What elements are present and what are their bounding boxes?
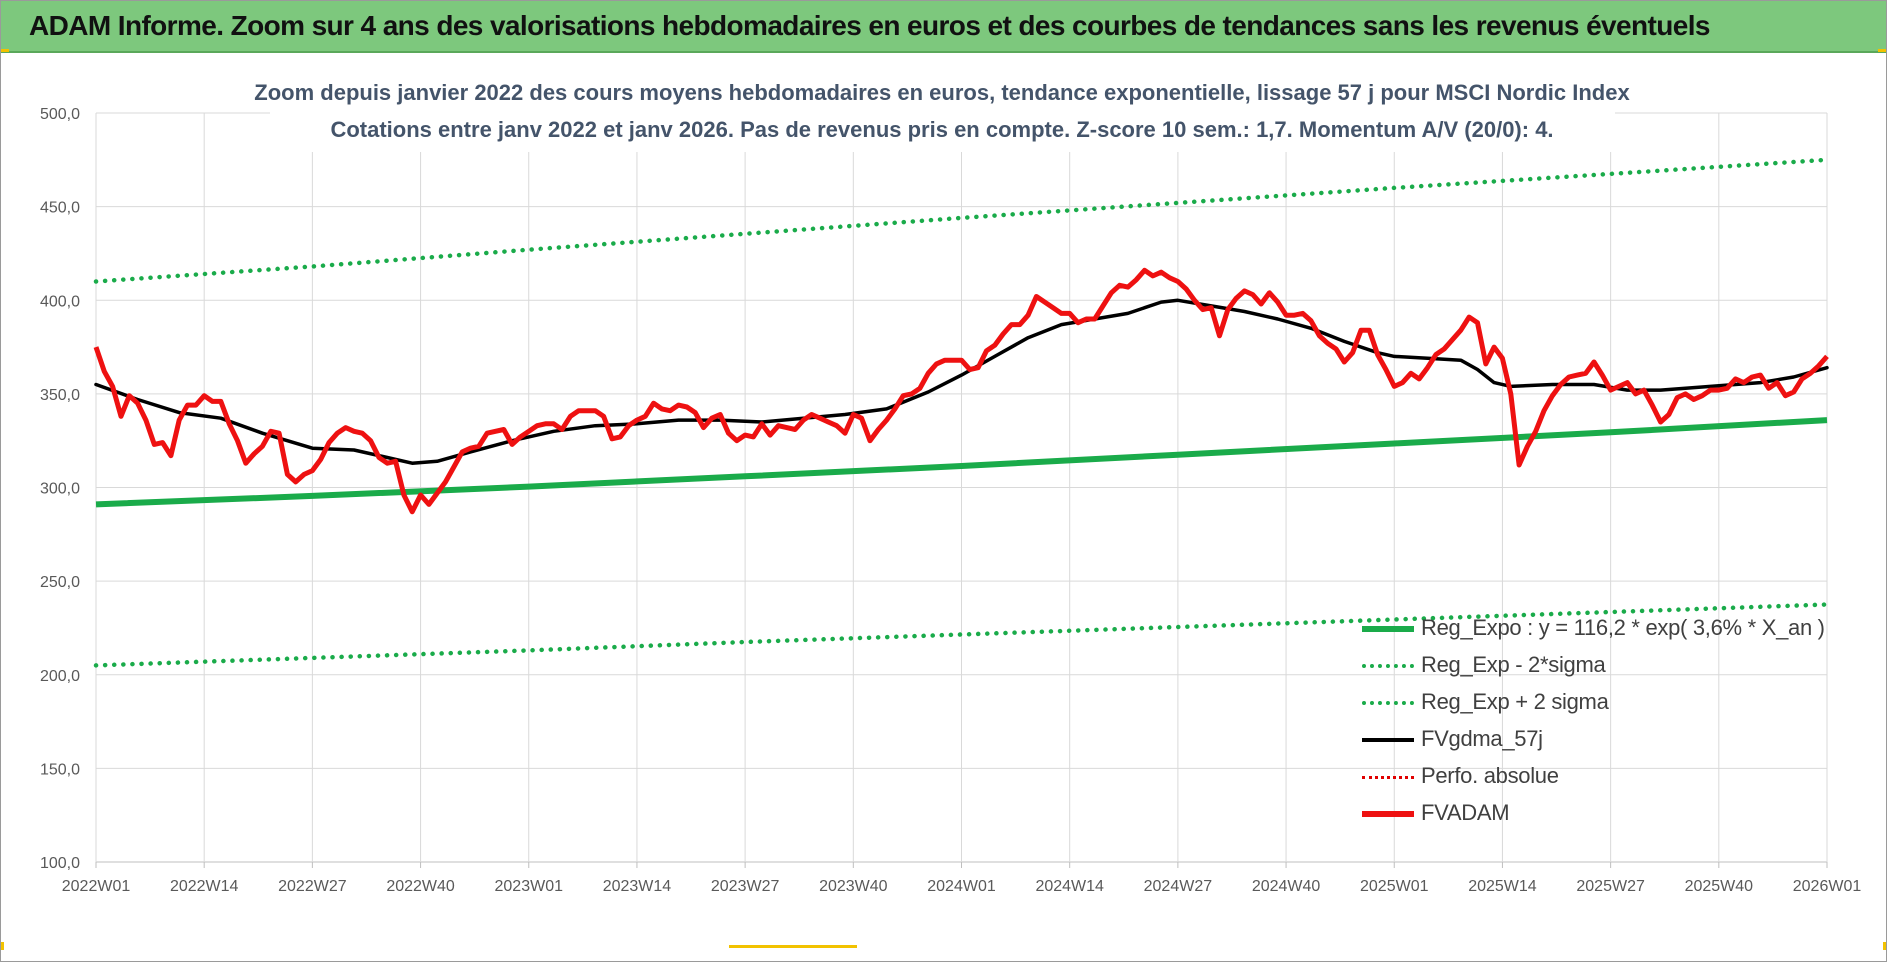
legend-swatch-reg-exp-minus [1362, 664, 1414, 668]
legend-item-fvgdma: FVgdma_57j [1362, 724, 1862, 761]
y-tick-label: 150,0 [40, 761, 80, 778]
x-axis-ticks: 2022W01 2022W14 2022W27 2022W40 2023W01 2023W… [62, 862, 1862, 895]
chart-title-line1: Zoom depuis janvier 2022 des cours moyen… [254, 80, 1630, 105]
x-tick-label: 2026W01 [1793, 878, 1862, 895]
y-tick-label: 450,0 [40, 200, 80, 217]
x-tick-label: 2025W27 [1576, 878, 1645, 895]
selection-handle-bottom [729, 945, 857, 948]
title-background [270, 72, 1615, 152]
legend-swatch-fvadam [1362, 811, 1414, 817]
legend: Reg_Expo : y = 116,2 * exp( 3,6% * X_an … [1362, 613, 1862, 835]
y-tick-label: 350,0 [40, 387, 80, 404]
x-tick-label: 2025W14 [1468, 878, 1537, 895]
legend-item-perfo: Perfo. absolue [1362, 761, 1862, 798]
line-chart: 100,0 150,0 200,0 250,0 300,0 350,0 400,0 450,0… [40, 72, 1862, 895]
y-tick-label: 200,0 [40, 668, 80, 685]
legend-item-reg-expo: Reg_Expo : y = 116,2 * exp( 3,6% * X_an … [1362, 613, 1862, 650]
legend-label-fvgdma: FVgdma_57j [1421, 726, 1543, 751]
x-tick-label: 2022W40 [386, 878, 455, 895]
legend-label-reg-exp-plus: Reg_Exp + 2 sigma [1421, 689, 1609, 714]
x-tick-label: 2023W40 [819, 878, 888, 895]
corner-mark-bottom-right [1883, 942, 1886, 950]
banner-title: ADAM Informe. Zoom sur 4 ans des valoris… [29, 10, 1710, 41]
legend-swatch-fvgdma [1362, 738, 1414, 742]
y-tick-label: 300,0 [40, 481, 80, 498]
x-tick-label: 2022W27 [278, 878, 347, 895]
banner: ADAM Informe. Zoom sur 4 ans des valoris… [1, 1, 1886, 53]
y-tick-label: 400,0 [40, 293, 80, 310]
legend-swatch-reg-exp-plus [1362, 701, 1414, 705]
x-tick-label: 2025W01 [1360, 878, 1429, 895]
x-tick-label: 2023W14 [603, 878, 672, 895]
legend-swatch-reg-expo [1362, 626, 1414, 632]
y-axis-ticks: 100,0 150,0 200,0 250,0 300,0 350,0 400,0 450,0… [40, 106, 80, 872]
legend-label-reg-expo: Reg_Expo : y = 116,2 * exp( 3,6% * X_an … [1421, 615, 1825, 640]
legend-label-reg-exp-minus: Reg_Exp - 2*sigma [1421, 652, 1606, 677]
x-tick-label: 2024W01 [927, 878, 996, 895]
legend-label-perfo: Perfo. absolue [1421, 763, 1559, 788]
corner-mark-bottom-left [1, 942, 4, 950]
legend-item-reg-exp-minus: Reg_Exp - 2*sigma [1362, 650, 1862, 687]
series-line-reg_expo [95, 417, 1828, 508]
x-tick-label: 2023W01 [495, 878, 564, 895]
series-line-fvadam [93, 267, 1829, 515]
corner-mark-top-right [1878, 49, 1886, 52]
series-line-band [93, 602, 1830, 668]
x-tick-label: 2025W40 [1685, 878, 1754, 895]
chart-title-line2: Cotations entre janv 2022 et janv 2026. … [330, 117, 1553, 142]
y-tick-label: 250,0 [40, 574, 80, 591]
series-line-band [93, 157, 1830, 284]
legend-label-fvadam: FVADAM [1421, 800, 1510, 825]
legend-item-reg-exp-plus: Reg_Exp + 2 sigma [1362, 687, 1862, 724]
y-tick-label: 500,0 [40, 106, 80, 123]
legend-item-fvadam: FVADAM [1362, 798, 1862, 835]
x-tick-label: 2022W14 [170, 878, 239, 895]
x-tick-label: 2022W01 [62, 878, 131, 895]
series-layer [93, 157, 1830, 668]
x-tick-label: 2023W27 [711, 878, 780, 895]
y-tick-label: 100,0 [40, 855, 80, 872]
x-tick-label: 2024W27 [1144, 878, 1213, 895]
legend-swatch-perfo [1362, 776, 1414, 779]
x-tick-label: 2024W14 [1035, 878, 1104, 895]
corner-mark-top-left [1, 49, 9, 52]
x-tick-label: 2024W40 [1252, 878, 1321, 895]
